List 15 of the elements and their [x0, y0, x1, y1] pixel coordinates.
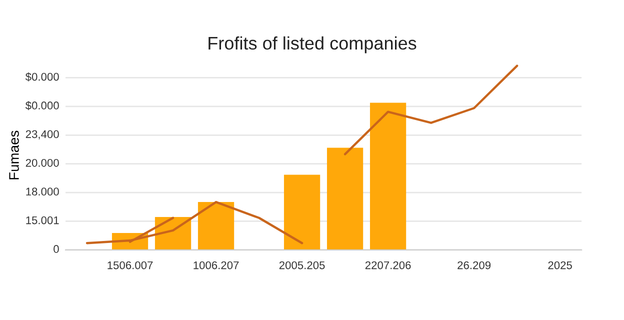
- y-axis-title: Fumaes: [9, 130, 19, 180]
- text: $0.000: [25, 72, 59, 82]
- x-tick-label: 26.209: [458, 261, 491, 270]
- text: 23,400: [26, 130, 59, 140]
- x-tick-label: 2207.206: [365, 261, 411, 270]
- x-tick-label: 1506.007: [108, 261, 153, 270]
- text: 0: [54, 245, 59, 253]
- text: $0.000: [25, 101, 59, 110]
- chart-title: Frofits of listed companies: [208, 36, 416, 54]
- x-tick-label: 2025: [548, 261, 572, 270]
- text: 20.000: [26, 158, 59, 167]
- text: 15.001: [26, 216, 59, 224]
- text: 18.000: [26, 188, 59, 196]
- x-tick-label: 2005.205: [279, 261, 325, 270]
- x-tick-label: 1006.207: [194, 261, 239, 270]
